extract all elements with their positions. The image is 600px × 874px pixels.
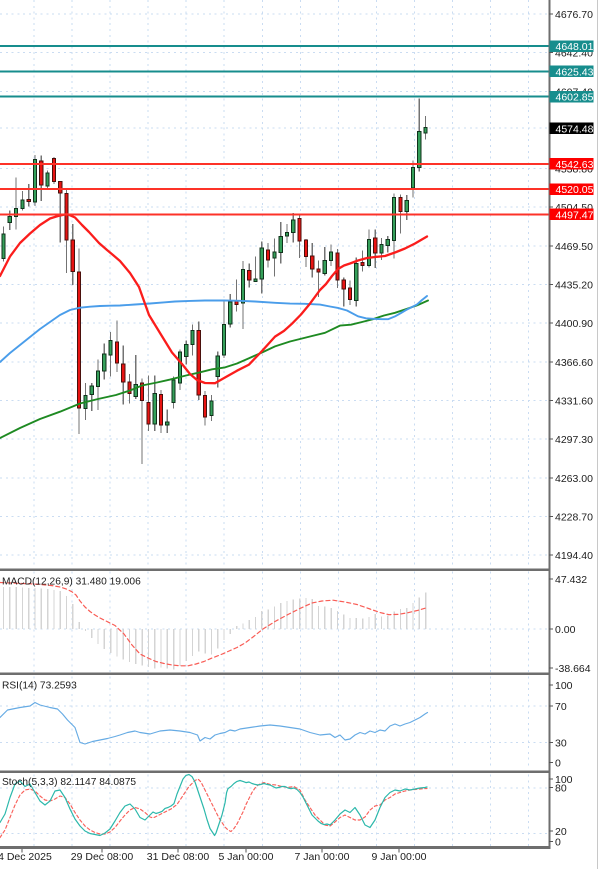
svg-text:4676.70: 4676.70 [555, 9, 593, 21]
svg-text:5 Jan 00:00: 5 Jan 00:00 [219, 851, 274, 863]
svg-text:30: 30 [555, 738, 567, 750]
svg-text:100: 100 [555, 774, 573, 786]
svg-text:4194.40: 4194.40 [555, 550, 593, 562]
svg-text:4648.01: 4648.01 [556, 41, 594, 53]
svg-text:-38.664: -38.664 [555, 663, 591, 675]
svg-text:47.432: 47.432 [555, 574, 587, 586]
svg-text:4297.30: 4297.30 [555, 434, 593, 446]
svg-text:RSI(14) 73.2593: RSI(14) 73.2593 [2, 681, 77, 692]
svg-text:9 Jan 00:00: 9 Jan 00:00 [372, 851, 427, 863]
svg-text:20: 20 [555, 826, 567, 838]
svg-text:4435.20: 4435.20 [555, 280, 593, 292]
svg-text:4625.43: 4625.43 [556, 66, 594, 78]
svg-text:4602.85: 4602.85 [556, 92, 594, 104]
svg-text:80: 80 [555, 783, 567, 795]
svg-text:0: 0 [555, 837, 561, 849]
svg-text:4520.05: 4520.05 [556, 184, 594, 196]
svg-text:4331.60: 4331.60 [555, 396, 593, 408]
svg-text:4497.47: 4497.47 [556, 209, 594, 221]
svg-text:4263.00: 4263.00 [555, 473, 593, 485]
svg-text:24 Dec 2025: 24 Dec 2025 [0, 851, 52, 863]
svg-text:4469.50: 4469.50 [555, 241, 593, 253]
svg-text:29 Dec 08:00: 29 Dec 08:00 [71, 851, 134, 863]
svg-text:Stoch(5,3,3) 82.1147 84.0875: Stoch(5,3,3) 82.1147 84.0875 [2, 777, 136, 788]
svg-text:4228.70: 4228.70 [555, 512, 593, 524]
svg-text:0: 0 [555, 758, 561, 770]
svg-text:0.00: 0.00 [555, 624, 576, 636]
svg-text:31 Dec 08:00: 31 Dec 08:00 [147, 851, 210, 863]
svg-text:4366.60: 4366.60 [555, 357, 593, 369]
svg-text:MACD(12,26,9) 31.480 19.006: MACD(12,26,9) 31.480 19.006 [2, 577, 141, 588]
svg-text:7 Jan 00:00: 7 Jan 00:00 [295, 851, 350, 863]
svg-text:4400.90: 4400.90 [555, 318, 593, 330]
svg-text:100: 100 [555, 680, 573, 692]
svg-text:4574.48: 4574.48 [556, 123, 594, 135]
svg-text:4542.63: 4542.63 [556, 159, 594, 171]
svg-text:70: 70 [555, 701, 567, 713]
